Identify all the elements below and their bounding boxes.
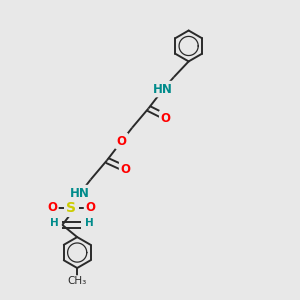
Text: S: S — [66, 201, 76, 215]
Text: HN: HN — [70, 187, 89, 200]
Text: O: O — [161, 112, 171, 125]
Text: H: H — [50, 218, 58, 228]
Text: CH₃: CH₃ — [68, 276, 87, 286]
Text: O: O — [121, 163, 130, 176]
Text: HN: HN — [153, 82, 173, 96]
Text: O: O — [117, 135, 127, 148]
Text: O: O — [85, 202, 96, 214]
Text: H: H — [85, 218, 94, 228]
Text: O: O — [47, 202, 57, 214]
